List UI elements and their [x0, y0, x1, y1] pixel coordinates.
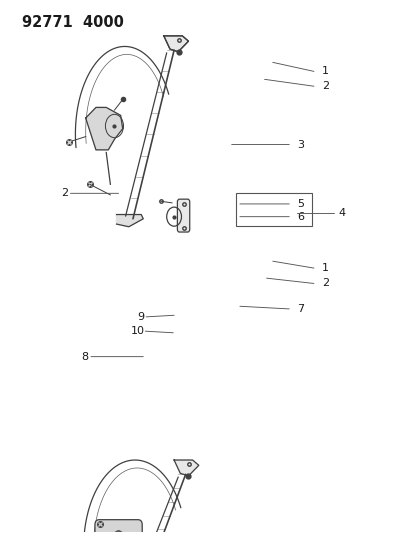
Text: 6: 6: [297, 212, 304, 222]
Text: 2: 2: [321, 81, 328, 91]
Text: 8: 8: [81, 352, 88, 361]
Text: 10: 10: [131, 326, 145, 336]
Polygon shape: [116, 215, 143, 227]
Text: 1: 1: [321, 263, 328, 273]
Text: 9: 9: [137, 312, 144, 322]
Polygon shape: [164, 36, 188, 52]
Bar: [235, 193, 311, 226]
Polygon shape: [174, 460, 198, 476]
Text: 1: 1: [321, 67, 328, 76]
Text: 4: 4: [338, 208, 345, 219]
Text: 5: 5: [297, 199, 304, 209]
Text: 3: 3: [297, 140, 304, 150]
Polygon shape: [85, 108, 122, 150]
Text: 2: 2: [321, 278, 328, 288]
Text: 92771  4000: 92771 4000: [22, 14, 123, 30]
FancyBboxPatch shape: [95, 520, 142, 533]
Text: 7: 7: [297, 304, 304, 314]
Text: 2: 2: [61, 188, 68, 198]
FancyBboxPatch shape: [177, 199, 189, 232]
